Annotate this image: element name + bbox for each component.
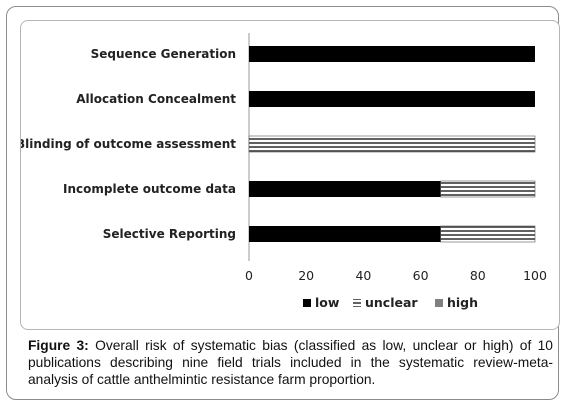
bar-unclear <box>248 135 536 153</box>
x-tick-label: 0 <box>245 268 253 283</box>
bar-low <box>249 181 441 197</box>
x-tick-label: 60 <box>413 268 429 283</box>
x-tick-label: 100 <box>523 268 547 283</box>
category-label: Sequence Generation <box>91 47 236 61</box>
figure-frame: Sequence Generation Allocation Concealmen… <box>6 6 560 400</box>
legend-label-unclear: unclear <box>365 295 418 310</box>
legend-label-high: high <box>447 295 478 310</box>
bar-low <box>249 226 441 242</box>
x-tick-label: 40 <box>355 268 371 283</box>
bias-chart: Sequence Generation Allocation Concealmen… <box>21 33 547 310</box>
bar-low <box>249 91 535 107</box>
legend-label-low: low <box>315 295 340 310</box>
x-tick-label: 20 <box>298 268 314 283</box>
category-label: Allocation Concealment <box>76 92 236 106</box>
caption-label: Figure 3: <box>28 338 89 353</box>
category-label: Incomplete outcome data <box>63 182 236 196</box>
category-label: Blinding of outcome assessment <box>21 137 236 151</box>
x-tick-label: 80 <box>470 268 486 283</box>
legend-swatch-high <box>435 299 443 307</box>
legend-swatch-low <box>303 299 311 307</box>
bar-low <box>249 46 535 62</box>
legend-swatch-unclear <box>353 299 361 307</box>
figure-caption: Figure 3: Overall risk of systematic bia… <box>28 337 553 388</box>
category-label: Selective Reporting <box>103 227 236 241</box>
bar-unclear <box>440 180 536 198</box>
caption-text: Overall risk of systematic bias (classif… <box>28 338 553 387</box>
bar-unclear <box>440 225 536 243</box>
chart-container: Sequence Generation Allocation Concealmen… <box>20 20 560 330</box>
